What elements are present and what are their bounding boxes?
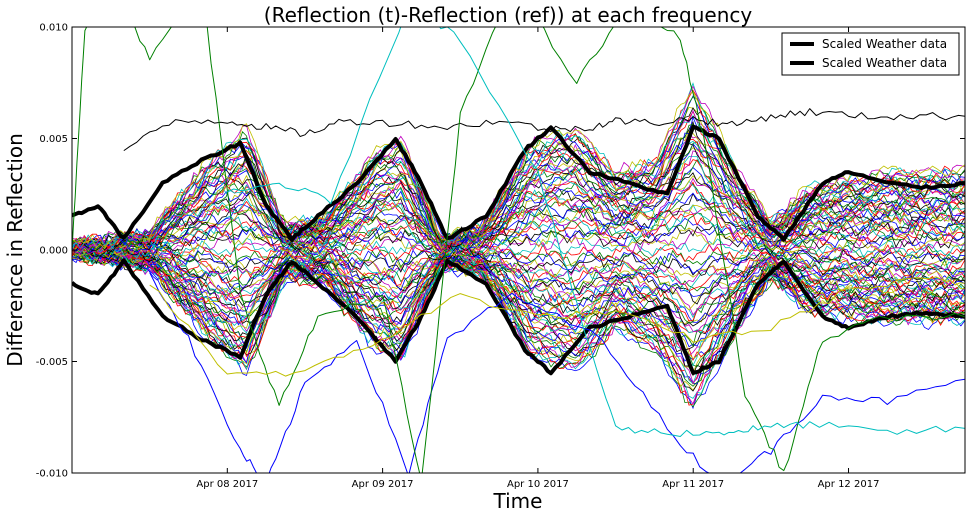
frequency-trace (72, 192, 965, 254)
frequency-trace (72, 247, 965, 326)
x-tick-label: Apr 12 2017 (818, 479, 880, 490)
data-layer (72, 27, 965, 473)
y-axis: 0.010 0.005 0.000 -0.005 -0.010 (36, 23, 965, 480)
y-tick-label: 0.005 (39, 134, 68, 145)
series-line-5 (227, 27, 965, 437)
x-tick-label: Apr 11 2017 (662, 479, 724, 490)
y-tick-label: -0.005 (36, 357, 68, 368)
legend: Scaled Weather data Scaled Weather data (781, 32, 960, 76)
frequency-trace (72, 204, 965, 255)
y-tick-label: -0.010 (36, 469, 68, 480)
frequency-trace (72, 140, 965, 253)
frequency-trace (72, 192, 965, 254)
chart-title: (Reflection (t)-Reflection (ref)) at eac… (264, 3, 753, 27)
frequency-trace (72, 150, 965, 255)
legend-label-1: Scaled Weather data (822, 37, 947, 51)
frequency-trace (72, 244, 965, 319)
frequency-trace (72, 242, 965, 292)
x-tick-label: Apr 10 2017 (507, 479, 569, 490)
x-axis-label: Time (493, 489, 543, 513)
legend-label-2: Scaled Weather data (822, 56, 947, 70)
frequency-trace (72, 183, 965, 254)
frequency-trace (72, 172, 965, 255)
series-line-3 (149, 272, 965, 473)
frequency-trace (72, 121, 965, 252)
weather-data-line-0 (72, 124, 965, 242)
frequency-trace (72, 242, 965, 292)
y-tick-label: 0.000 (39, 246, 68, 257)
frequency-trace (72, 249, 965, 387)
frequency-trace (72, 244, 965, 366)
frequency-trace (72, 246, 965, 348)
legend-box (781, 32, 960, 76)
series-line-2 (123, 108, 965, 152)
frequency-trace (72, 143, 965, 252)
series-line-4 (72, 27, 965, 473)
series-line-6 (149, 276, 965, 377)
plot-area (72, 27, 965, 473)
frequency-trace (72, 245, 965, 377)
y-axis-label: Difference in Reflection (3, 133, 27, 367)
frequency-trace (72, 243, 965, 276)
frequency-trace (72, 224, 965, 257)
x-tick-label: Apr 09 2017 (352, 479, 414, 490)
frequency-trace (72, 96, 965, 254)
y-tick-label: 0.010 (39, 23, 68, 34)
frequency-trace (72, 237, 965, 260)
frequency-trace (72, 246, 965, 362)
frequency-trace (72, 229, 965, 259)
frequency-trace (72, 206, 965, 254)
frequency-trace (72, 141, 965, 253)
x-tick-label: Apr 08 2017 (196, 479, 258, 490)
frequency-trace (72, 115, 965, 252)
frequency-trace (72, 246, 965, 357)
frequency-trace (72, 245, 965, 297)
weather-data-line-1 (72, 258, 965, 376)
x-axis: Apr 08 2017 Apr 09 2017 Apr 10 2017 Apr 11 … (196, 27, 879, 490)
frequency-trace (72, 249, 965, 351)
frequency-trace (72, 243, 965, 274)
frequency-trace (72, 240, 965, 263)
